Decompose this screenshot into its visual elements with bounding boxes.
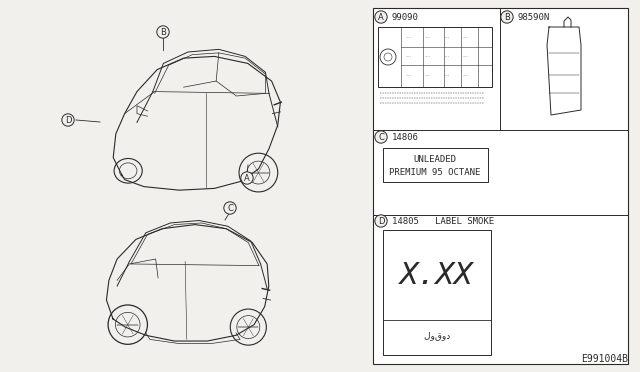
FancyBboxPatch shape xyxy=(378,27,492,87)
Text: ---: --- xyxy=(406,35,412,39)
Text: C: C xyxy=(227,203,233,212)
FancyBboxPatch shape xyxy=(383,230,491,355)
Text: ---: --- xyxy=(444,54,450,58)
Text: ‫لوقود‬: ‫لوقود‬ xyxy=(424,331,450,340)
Text: B: B xyxy=(160,28,166,36)
Text: ---: --- xyxy=(444,73,450,77)
Text: ---: --- xyxy=(463,35,469,39)
Text: X.XX: X.XX xyxy=(400,260,474,289)
Text: D: D xyxy=(65,115,71,125)
FancyBboxPatch shape xyxy=(373,8,628,364)
Text: A: A xyxy=(244,173,250,183)
Text: ---: --- xyxy=(406,73,412,77)
Text: ---: --- xyxy=(463,73,469,77)
Text: ---: --- xyxy=(425,54,431,58)
Text: E991004B: E991004B xyxy=(581,354,628,364)
Text: 14805   LABEL SMOKE: 14805 LABEL SMOKE xyxy=(392,217,494,225)
Text: ---: --- xyxy=(444,35,450,39)
Text: PREMIUM 95 OCTANE: PREMIUM 95 OCTANE xyxy=(389,167,481,176)
Text: ---: --- xyxy=(463,54,469,58)
Text: 14806: 14806 xyxy=(392,132,419,141)
Text: 99090: 99090 xyxy=(392,13,419,22)
Text: C: C xyxy=(378,132,384,141)
Text: ---: --- xyxy=(425,73,431,77)
Text: ---: --- xyxy=(406,54,412,58)
Text: UNLEADED: UNLEADED xyxy=(413,154,456,164)
Text: B: B xyxy=(504,13,510,22)
Text: A: A xyxy=(378,13,384,22)
FancyBboxPatch shape xyxy=(383,148,488,182)
Text: D: D xyxy=(378,217,384,225)
Text: 98590N: 98590N xyxy=(517,13,549,22)
Text: ---: --- xyxy=(425,35,431,39)
